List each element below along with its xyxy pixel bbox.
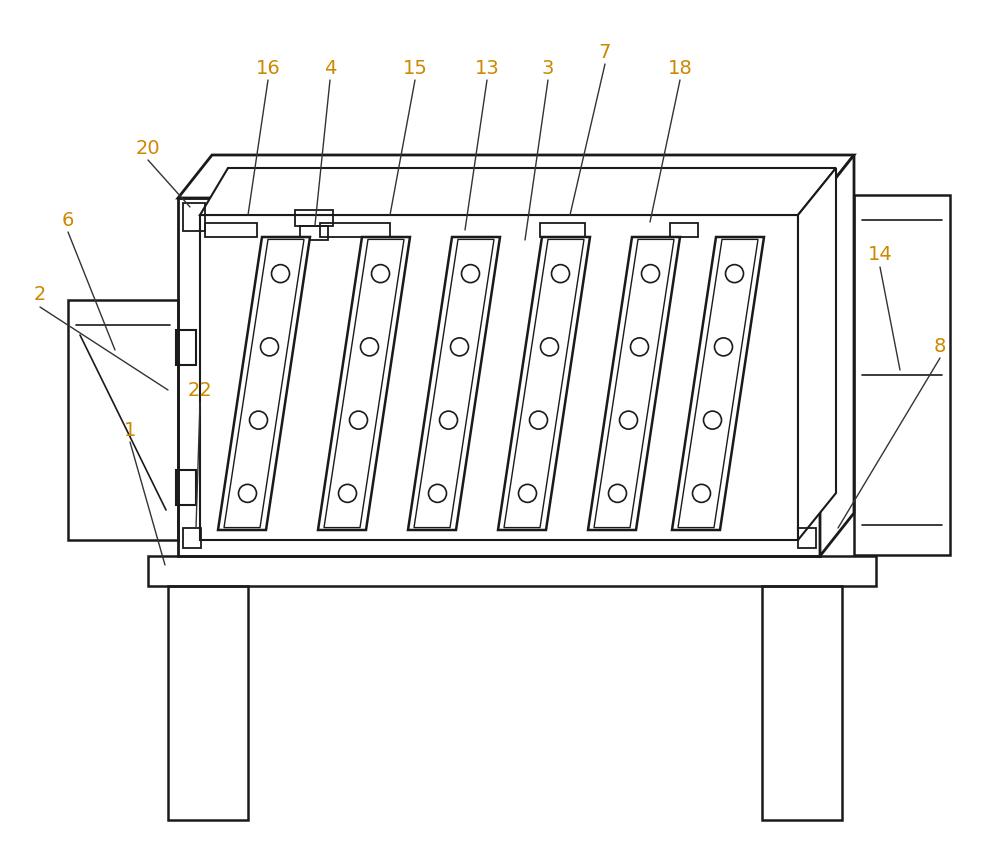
Polygon shape bbox=[408, 237, 500, 530]
Text: 22: 22 bbox=[188, 380, 212, 399]
Bar bbox=[320, 223, 390, 237]
Bar bbox=[854, 195, 950, 555]
Bar bbox=[178, 198, 820, 556]
Polygon shape bbox=[318, 237, 410, 530]
Polygon shape bbox=[820, 155, 854, 556]
Polygon shape bbox=[588, 237, 680, 530]
Text: 7: 7 bbox=[599, 42, 611, 61]
Bar bbox=[762, 586, 842, 820]
Text: 15: 15 bbox=[403, 59, 427, 78]
Bar bbox=[148, 556, 876, 586]
Polygon shape bbox=[672, 237, 764, 530]
Bar bbox=[798, 528, 816, 548]
Text: 14: 14 bbox=[868, 245, 892, 264]
Polygon shape bbox=[200, 168, 836, 215]
Bar bbox=[183, 528, 201, 548]
Text: 4: 4 bbox=[324, 59, 336, 78]
Bar bbox=[200, 215, 798, 540]
Text: 18: 18 bbox=[668, 59, 692, 78]
Text: 16: 16 bbox=[256, 59, 280, 78]
Text: 3: 3 bbox=[542, 59, 554, 78]
Bar bbox=[176, 470, 196, 505]
Text: 6: 6 bbox=[62, 211, 74, 230]
Polygon shape bbox=[178, 155, 854, 198]
Bar bbox=[68, 300, 178, 540]
Bar bbox=[205, 223, 257, 237]
Text: 8: 8 bbox=[934, 336, 946, 355]
Bar bbox=[540, 223, 585, 237]
Bar bbox=[168, 586, 248, 820]
Polygon shape bbox=[218, 237, 310, 530]
Polygon shape bbox=[798, 168, 836, 540]
Bar bbox=[670, 223, 698, 237]
Text: 13: 13 bbox=[475, 59, 499, 78]
Bar bbox=[300, 226, 328, 240]
Polygon shape bbox=[498, 237, 590, 530]
Bar bbox=[176, 330, 196, 365]
Bar bbox=[295, 210, 333, 226]
Text: 20: 20 bbox=[136, 138, 160, 157]
Bar bbox=[183, 203, 205, 231]
Text: 2: 2 bbox=[34, 285, 46, 304]
Text: 1: 1 bbox=[124, 421, 136, 440]
